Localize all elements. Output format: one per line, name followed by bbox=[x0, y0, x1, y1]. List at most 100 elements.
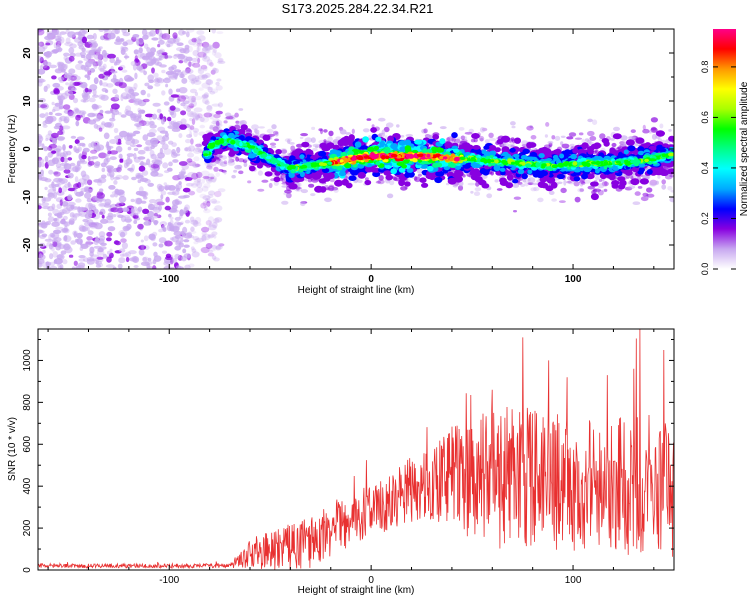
heatmap-cell bbox=[215, 125, 220, 129]
heatmap-cell bbox=[188, 190, 196, 196]
heatmap-cell bbox=[45, 42, 51, 46]
heatmap-cell bbox=[201, 231, 207, 236]
heatmap-cell bbox=[80, 207, 88, 211]
heatmap-cell bbox=[72, 165, 81, 173]
heatmap-cell bbox=[213, 113, 221, 119]
heatmap-cell bbox=[163, 182, 167, 186]
heatmap-cell bbox=[213, 257, 220, 262]
heatmap-cell bbox=[202, 195, 211, 201]
heatmap-cell bbox=[130, 60, 137, 67]
heatmap-cell bbox=[96, 249, 105, 256]
heatmap-cell bbox=[137, 37, 144, 45]
heatmap-cell bbox=[147, 257, 152, 262]
heatmap-cell bbox=[348, 134, 355, 142]
heatmap-cell bbox=[78, 258, 86, 262]
heatmap-cell bbox=[116, 207, 124, 213]
heatmap-cell bbox=[191, 95, 197, 103]
heatmap-cell bbox=[146, 132, 156, 138]
heatmap-cell bbox=[141, 243, 145, 251]
heatmap-cell bbox=[472, 145, 481, 150]
heatmap-cell bbox=[184, 264, 191, 269]
heatmap-cell bbox=[59, 162, 69, 167]
heatmap-cell bbox=[257, 170, 263, 176]
heatmap-cell bbox=[168, 226, 177, 232]
heatmap-cell bbox=[548, 190, 555, 195]
heatmap-cell bbox=[120, 114, 127, 118]
heatmap-cell bbox=[526, 125, 534, 131]
heatmap-cell bbox=[195, 171, 203, 179]
heatmap-cell bbox=[339, 129, 347, 135]
heatmap-cell bbox=[577, 188, 585, 193]
heatmap-cell bbox=[269, 142, 277, 146]
heatmap-cell bbox=[333, 187, 339, 193]
heatmap-cell bbox=[172, 32, 178, 39]
heatmap-cell bbox=[144, 82, 150, 87]
heatmap-cell bbox=[188, 126, 193, 132]
heatmap-cell bbox=[116, 210, 121, 218]
heatmap-cell bbox=[161, 250, 168, 254]
heatmap-cell bbox=[81, 36, 88, 44]
heatmap-cell bbox=[99, 208, 106, 216]
heatmap-cell bbox=[74, 212, 83, 216]
heatmap-cell bbox=[159, 130, 168, 134]
heatmap-cell bbox=[142, 55, 150, 60]
heatmap-cell bbox=[188, 38, 197, 46]
heatmap-cell bbox=[106, 83, 114, 88]
heatmap-cell bbox=[131, 92, 140, 97]
heatmap-cell bbox=[178, 87, 188, 94]
heatmap-cell bbox=[210, 125, 218, 129]
heatmap-cell bbox=[128, 99, 135, 103]
heatmap-cell bbox=[345, 182, 353, 189]
heatmap-cell bbox=[568, 132, 577, 137]
heatmap-cell bbox=[84, 87, 89, 93]
heatmap-cell bbox=[51, 150, 57, 154]
heatmap-cell bbox=[196, 38, 203, 45]
heatmap-cell bbox=[193, 220, 199, 227]
heatmap-cell bbox=[185, 56, 193, 62]
heatmap-cell bbox=[143, 235, 149, 242]
heatmap-cell bbox=[530, 135, 537, 140]
heatmap-cell bbox=[96, 256, 104, 260]
heatmap-cell bbox=[44, 186, 48, 191]
heatmap-cell bbox=[176, 266, 184, 269]
heatmap-cell bbox=[592, 119, 598, 125]
heatmap-cell bbox=[160, 117, 165, 125]
heatmap-cell bbox=[468, 128, 474, 134]
heatmap-cell bbox=[190, 246, 195, 251]
heatmap-cell bbox=[657, 175, 661, 179]
heatmap-cell bbox=[481, 127, 488, 132]
heatmap-cell bbox=[56, 190, 65, 196]
heatmap-cell bbox=[115, 59, 121, 66]
heatmap-cell bbox=[106, 231, 113, 237]
heatmap-cell bbox=[38, 29, 45, 36]
heatmap-cell bbox=[474, 176, 483, 183]
heatmap-cell bbox=[135, 197, 143, 205]
heatmap-cell bbox=[53, 217, 60, 223]
heatmap-cell bbox=[132, 63, 137, 71]
heatmap-cell bbox=[52, 171, 59, 175]
heatmap-cell bbox=[189, 216, 195, 222]
heatmap-cell bbox=[137, 206, 143, 212]
heatmap-cell bbox=[185, 139, 191, 144]
heatmap-cell bbox=[53, 125, 61, 130]
heatmap-cell bbox=[137, 179, 142, 184]
heatmap-cell bbox=[169, 71, 177, 75]
heatmap-cell bbox=[573, 181, 580, 187]
heatmap-cell bbox=[196, 42, 204, 47]
heatmap-cell bbox=[196, 222, 202, 227]
heatmap-cell bbox=[270, 145, 277, 149]
heatmap-cell bbox=[284, 189, 292, 194]
heatmap-cell bbox=[164, 240, 173, 247]
heatmap-cell bbox=[216, 31, 224, 35]
heatmap-cell bbox=[153, 212, 158, 217]
heatmap-cell bbox=[192, 219, 198, 227]
heatmap-cell bbox=[59, 31, 67, 35]
heatmap-cell bbox=[101, 87, 108, 92]
heatmap-cell bbox=[266, 128, 274, 134]
heatmap-cell bbox=[176, 146, 181, 154]
heatmap-cell bbox=[166, 167, 173, 172]
heatmap-cell bbox=[233, 169, 238, 173]
heatmap-cell bbox=[499, 177, 507, 184]
heatmap-cell bbox=[183, 104, 189, 109]
heatmap-cell bbox=[54, 258, 63, 265]
